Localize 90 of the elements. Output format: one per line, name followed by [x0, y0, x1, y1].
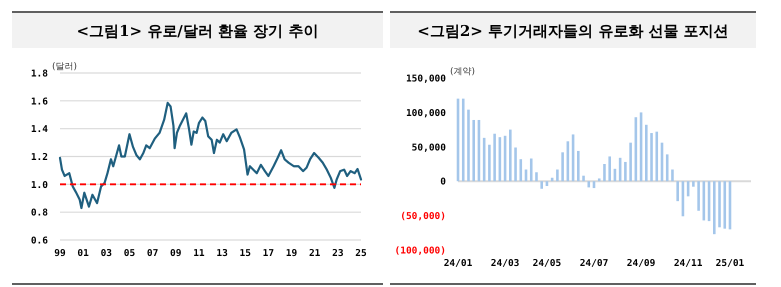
y-tick-label: 50,000 [412, 142, 446, 154]
bar [519, 159, 522, 182]
x-tick-label: 19 [286, 248, 298, 259]
bar [488, 144, 491, 182]
bar [723, 181, 726, 229]
bar [456, 98, 460, 182]
x-tick-label: 05 [124, 248, 136, 259]
bar [530, 158, 533, 182]
bar [618, 158, 622, 182]
bar [655, 132, 658, 182]
x-tick-label: 17 [262, 248, 274, 259]
y-tick-label: 1.0 [30, 180, 48, 191]
bar [640, 112, 642, 182]
bar [671, 170, 674, 182]
bar [682, 181, 684, 216]
chart-title: <그림2> 투기거래자들의 유로화 선물 포지션 [417, 22, 729, 40]
bar [608, 156, 611, 182]
bar [561, 152, 564, 182]
bar [666, 154, 669, 182]
bar [629, 142, 632, 182]
y-tick-label: 100,000 [406, 108, 446, 119]
bar [498, 137, 502, 182]
bar [478, 120, 480, 182]
x-tick-label: 24/05 [532, 258, 562, 269]
x-tick-label: 99 [54, 248, 66, 259]
bar [645, 124, 648, 182]
y-tick-label: (100,000) [394, 246, 446, 256]
bar [577, 150, 580, 182]
bar [493, 134, 496, 182]
x-tick-label: 15 [240, 248, 252, 259]
bar [650, 133, 653, 182]
bar [540, 181, 543, 189]
x-tick-label: 11 [193, 248, 205, 259]
x-tick-label: 13 [216, 248, 228, 259]
y-tick-label: 1.8 [30, 68, 48, 80]
y-tick-label: 0.6 [30, 236, 48, 246]
bar [614, 168, 616, 182]
y-axis-title: (계약) [450, 67, 476, 77]
bar [592, 181, 596, 188]
x-tick-label: 03 [100, 248, 112, 259]
bar [556, 170, 559, 182]
bar [712, 181, 716, 234]
bar [572, 134, 574, 182]
y-axis-title: (달러) [52, 62, 78, 72]
bar [728, 181, 732, 230]
bar [660, 142, 664, 182]
bar [587, 181, 590, 188]
x-tick-label: 23 [332, 248, 344, 259]
x-tick-label: 24/11 [674, 258, 703, 269]
x-tick-label: 01 [77, 248, 90, 259]
bar [472, 120, 476, 182]
bar [582, 176, 585, 182]
bar [462, 98, 465, 182]
x-tick-label: 25 [355, 248, 367, 259]
x-tick-label: 24/07 [580, 258, 608, 269]
x-tick-label: 09 [170, 248, 182, 259]
y-tick-label: 1.4 [30, 124, 48, 136]
bar [603, 164, 606, 182]
y-tick-label: 150,000 [406, 74, 446, 84]
bar [467, 110, 470, 182]
x-tick-label: 24/01 [444, 258, 473, 269]
x-tick-label: 07 [146, 248, 158, 259]
bar [504, 136, 506, 182]
line-series [58, 102, 362, 210]
x-tick-label: 21 [308, 248, 321, 259]
y-tick-label: 1.2 [30, 152, 48, 163]
bar [702, 181, 706, 220]
y-tick-label: 0.8 [30, 208, 48, 219]
bar [718, 181, 721, 228]
bar [692, 181, 695, 187]
bar [686, 181, 690, 196]
y-tick-label: 0 [440, 176, 446, 188]
bar [482, 138, 486, 182]
bar [676, 181, 679, 202]
x-tick-label: 24/03 [490, 258, 520, 269]
x-tick-label: 24/09 [626, 258, 656, 269]
bar [697, 181, 700, 211]
y-tick-label: 1.6 [30, 96, 48, 108]
bar [708, 181, 710, 222]
x-tick-label: 25/01 [716, 258, 745, 269]
chart-title: <그림1> 유로/달러 환율 장기 추이 [76, 22, 318, 40]
bar [546, 181, 548, 186]
bar [535, 172, 538, 182]
bar [514, 147, 517, 182]
y-tick-label: (50,000) [400, 211, 446, 222]
bar [566, 141, 570, 182]
bar [509, 130, 512, 182]
bar [624, 162, 627, 182]
bar [634, 117, 638, 182]
bar [524, 170, 528, 182]
